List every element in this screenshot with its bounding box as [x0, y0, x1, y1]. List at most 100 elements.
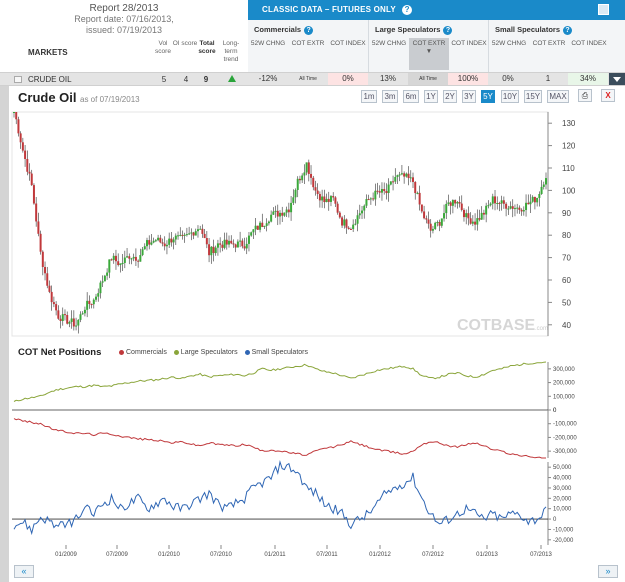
- range-6m[interactable]: 6m: [403, 90, 419, 103]
- candle-body: [44, 266, 47, 274]
- watermark-suffix: .com: [535, 326, 548, 332]
- candle-body: [438, 222, 441, 226]
- sub-col[interactable]: COT EXTR: [532, 40, 566, 47]
- classic-data-header: CLASSIC DATA – FUTURES ONLY ?: [248, 0, 625, 20]
- candle-body: [230, 240, 233, 244]
- candle-body: [305, 162, 308, 173]
- prev-button[interactable]: «: [14, 565, 34, 578]
- small-chng: 0%: [502, 74, 514, 83]
- group-small-speculators: Small Speculators? 52W CHNG COT EXTR COT…: [488, 20, 625, 72]
- candle-body: [467, 213, 470, 219]
- row-dropdown-button[interactable]: [609, 73, 625, 85]
- candle-body: [236, 241, 239, 248]
- sub-col[interactable]: COT INDEX: [451, 40, 487, 47]
- sub-col[interactable]: 52W CHNG: [371, 40, 407, 47]
- candle-body: [287, 209, 290, 213]
- range-3y[interactable]: 3Y: [462, 90, 476, 103]
- cot-ytick-label: 200,000: [553, 381, 575, 387]
- candle-body: [374, 190, 377, 200]
- range-1m[interactable]: 1m: [361, 90, 377, 103]
- help-icon[interactable]: ?: [402, 5, 413, 15]
- candle-body: [70, 318, 73, 322]
- sub-col[interactable]: 52W CHNG: [250, 40, 286, 47]
- candle-body: [243, 246, 246, 249]
- candle-body: [185, 234, 188, 236]
- range-max[interactable]: MAX: [547, 90, 569, 103]
- candle-body: [474, 221, 477, 225]
- range-2y[interactable]: 2Y: [443, 90, 457, 103]
- candle-body: [199, 228, 202, 230]
- candle-body: [148, 240, 151, 245]
- legend-commercials: Commercials: [126, 349, 167, 356]
- candle-body: [389, 181, 392, 185]
- candle-body: [179, 234, 182, 236]
- cot-ytick-label: 0: [553, 408, 557, 414]
- candle-body: [72, 318, 75, 327]
- legend-commercials-dot: [119, 349, 124, 355]
- candle-body: [513, 208, 516, 210]
- candle-body: [41, 251, 44, 267]
- candle-body: [303, 172, 306, 176]
- candle-body: [509, 206, 512, 209]
- range-15y[interactable]: 15Y: [524, 90, 542, 103]
- price-ytick-label: 70: [562, 254, 571, 263]
- sub-col[interactable]: 52W CHNG: [491, 40, 527, 47]
- candle-body: [21, 142, 24, 151]
- candle-body: [219, 243, 222, 245]
- candle-body: [154, 240, 157, 242]
- candle-body: [516, 207, 519, 209]
- oi-score-header: OI score: [172, 40, 198, 47]
- candle-body: [39, 233, 42, 252]
- range-10y[interactable]: 10Y: [501, 90, 519, 103]
- candle-body: [518, 207, 521, 210]
- candle-body: [434, 222, 437, 229]
- candle-body: [482, 212, 485, 215]
- cot-ytick-label: 300,000: [553, 367, 575, 373]
- sub-col[interactable]: COT INDEX: [571, 40, 607, 47]
- group-name: Large Speculators: [375, 25, 441, 34]
- legend-small: Small Speculators: [251, 349, 308, 356]
- candle-body: [476, 218, 479, 225]
- next-button[interactable]: »: [598, 565, 618, 578]
- trader-groups: Commercials? 52W CHNG COT EXTR COT INDEX…: [248, 20, 625, 72]
- print-icon[interactable]: [598, 4, 609, 15]
- cot-ytick-label: 50,000: [553, 465, 572, 471]
- group-large-speculators: Large Speculators? 52W CHNG COT EXTR ▼ CO…: [368, 20, 488, 72]
- candle-body: [343, 219, 346, 226]
- legend-small-dot: [244, 349, 250, 355]
- range-5y[interactable]: 5Y: [481, 90, 495, 103]
- help-icon[interactable]: ?: [563, 25, 573, 35]
- candle-body: [312, 177, 315, 188]
- oi-score: 4: [183, 75, 189, 84]
- chart-asof: as of 07/19/2013: [80, 95, 140, 104]
- candle-body: [527, 202, 530, 205]
- candle-body: [263, 225, 266, 227]
- candle-body: [214, 247, 217, 254]
- report-issued: issued: 07/19/2013: [85, 25, 163, 35]
- candle-body: [416, 192, 419, 194]
- help-icon[interactable]: ?: [304, 25, 314, 35]
- candle-body: [376, 190, 379, 192]
- candle-body: [460, 203, 463, 210]
- sub-col[interactable]: COT EXTR: [291, 40, 325, 47]
- price-ytick-label: 80: [562, 231, 571, 240]
- range-1y[interactable]: 1Y: [424, 90, 438, 103]
- expand-checkbox[interactable]: [14, 76, 22, 83]
- chart-title: Crude Oil: [18, 90, 77, 105]
- price-ytick-label: 40: [562, 321, 571, 330]
- market-row-crude-oil[interactable]: CRUDE OIL 5 4 9 -12% All Time 0% 13% All…: [0, 72, 625, 86]
- cot-ytick-label: 20,000: [553, 496, 572, 502]
- candle-body: [385, 191, 388, 194]
- small-extr: 1: [545, 74, 551, 83]
- range-3m[interactable]: 3m: [382, 90, 398, 103]
- left-scrollbar[interactable]: [0, 86, 9, 582]
- candle-body: [134, 256, 137, 261]
- sub-col[interactable]: COT INDEX: [330, 40, 366, 47]
- price-ytick-label: 100: [562, 186, 576, 195]
- help-icon[interactable]: ?: [443, 25, 453, 35]
- sub-col-selected[interactable]: COT EXTR ▼: [409, 38, 449, 70]
- chart-close-icon[interactable]: X: [601, 89, 615, 102]
- chart-print-icon[interactable]: ⎙: [578, 89, 592, 102]
- candle-body: [81, 313, 84, 315]
